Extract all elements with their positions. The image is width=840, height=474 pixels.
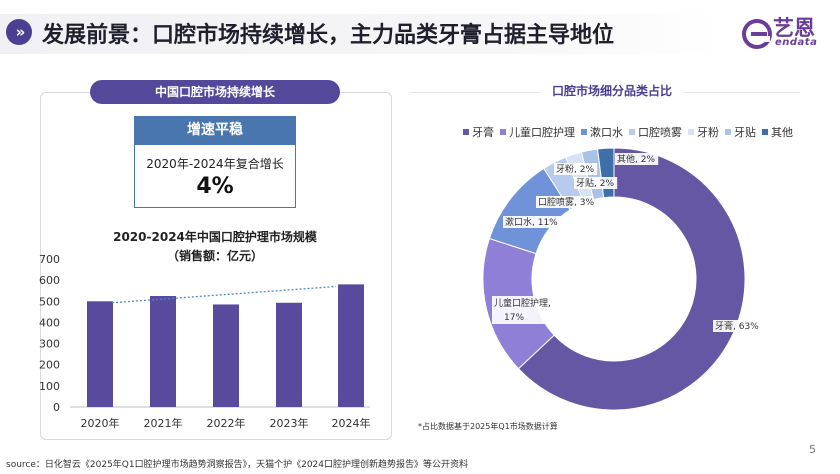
page-title: 发展前景：口腔市场持续增长，主力品类牙膏占据主导地位 [42, 23, 615, 48]
bar [87, 301, 113, 407]
legend-label: 牙粉 [697, 126, 719, 139]
pie-label-bg [615, 153, 659, 165]
pie-chart-title: 口腔市场细分品类占比 [540, 82, 685, 99]
pie-label: 漱口水, 11% [505, 216, 558, 228]
growth-box: 2020年-2024年复合增长 4% [134, 144, 296, 208]
logo-text-en: endata [775, 37, 818, 48]
pie-label-bg [492, 296, 558, 324]
legend-label: 漱口水 [590, 126, 623, 139]
left-panel-title: 中国口腔市场持续增长 [90, 80, 340, 104]
bar [213, 304, 239, 407]
legend-swatch [581, 129, 587, 135]
x-tick-label: 2024年 [332, 416, 371, 430]
pie-footnote: *占比数据基于2025年Q1市场数据计算 [418, 422, 558, 431]
pie-legend: 牙膏 儿童口腔护理 漱口水 口腔喷雾 牙粉 牙贴 其他 [463, 124, 799, 140]
y-tick-label: 200 [39, 359, 60, 372]
header-band [0, 14, 720, 54]
x-tick-label: 2022年 [207, 416, 246, 430]
legend-swatch [762, 129, 768, 135]
x-tick-label: 2021年 [144, 416, 183, 430]
legend-swatch [725, 129, 731, 135]
legend-item: 牙粉 [688, 124, 719, 140]
legend-item: 口腔喷雾 [629, 124, 682, 140]
legend-swatch [500, 129, 506, 135]
pie-label-bg [536, 196, 594, 208]
pie-label-bg [554, 163, 598, 175]
pie-label-bg [713, 320, 764, 332]
legend-item: 牙贴 [725, 124, 756, 140]
pie-label: 牙贴, 2% [576, 177, 614, 189]
pie-label: 儿童口腔护理, [494, 297, 551, 309]
logo-text-cn: 艺恩 [773, 16, 815, 40]
pie-label: 17% [504, 313, 524, 323]
pie-label: 其他, 2% [617, 153, 655, 165]
legend-item: 儿童口腔护理 [500, 124, 575, 140]
legend-item: 漱口水 [581, 124, 623, 140]
legend-swatch [629, 129, 635, 135]
y-tick-label: 700 [39, 253, 60, 266]
pie-label-bg [574, 177, 618, 189]
y-tick-label: 500 [39, 295, 60, 308]
legend-label: 儿童口腔护理 [509, 126, 575, 139]
pie-slice [517, 147, 746, 411]
trendline [111, 285, 337, 304]
growth-value: 4% [196, 174, 234, 199]
legend-label: 口腔喷雾 [638, 126, 682, 139]
source-note: source：日化智云《2025年Q1口腔护理市场趋势洞察报告》，天猫个护《20… [6, 460, 469, 470]
bar [276, 302, 302, 407]
pie-label: 牙粉, 2% [556, 163, 594, 175]
y-tick-label: 600 [39, 274, 60, 287]
bar [338, 284, 364, 407]
legend-swatch [688, 129, 694, 135]
bar-chart-subtitle: （销售额：亿元） [166, 249, 263, 263]
y-tick-label: 300 [39, 338, 60, 351]
legend-item: 牙膏 [463, 124, 494, 140]
y-tick-label: 100 [39, 380, 60, 393]
pie-label-bg [503, 216, 561, 228]
growth-label: 2020年-2024年复合增长 [146, 157, 284, 171]
pie-label: 牙膏, 63% [715, 320, 759, 332]
chevron-icon: » [6, 19, 32, 45]
page-number: 5 [809, 443, 816, 456]
bar-chart-title: 2020-2024年中国口腔护理市场规模 [113, 230, 317, 244]
legend-item: 其他 [762, 124, 793, 140]
x-tick-label: 2023年 [270, 416, 309, 430]
x-tick-label: 2020年 [81, 416, 120, 430]
pie-label: 口腔喷雾, 3% [538, 196, 594, 208]
y-tick-label: 0 [53, 401, 60, 414]
growth-heading: 增速平稳 [134, 116, 296, 144]
legend-label: 牙贴 [734, 126, 756, 139]
endata-logo-icon [742, 19, 772, 49]
y-tick-label: 400 [39, 316, 60, 329]
bar [150, 296, 176, 407]
legend-label: 牙膏 [472, 126, 494, 139]
legend-label: 其他 [771, 126, 793, 139]
legend-swatch [463, 129, 469, 135]
